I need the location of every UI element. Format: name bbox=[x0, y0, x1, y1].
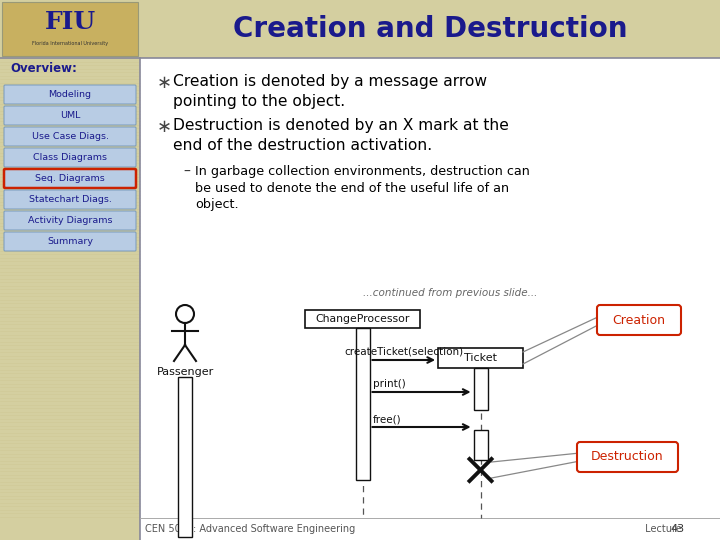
Text: Creation and Destruction: Creation and Destruction bbox=[233, 15, 627, 43]
FancyBboxPatch shape bbox=[4, 127, 136, 146]
Text: Destruction: Destruction bbox=[591, 450, 664, 463]
FancyBboxPatch shape bbox=[577, 442, 678, 472]
Bar bbox=[474, 368, 487, 410]
FancyBboxPatch shape bbox=[4, 106, 136, 125]
Text: Creation: Creation bbox=[613, 314, 665, 327]
FancyBboxPatch shape bbox=[4, 211, 136, 230]
Text: Ticket: Ticket bbox=[464, 353, 497, 363]
Text: Florida International University: Florida International University bbox=[32, 41, 108, 46]
FancyBboxPatch shape bbox=[4, 190, 136, 209]
Text: ...continued from previous slide...: ...continued from previous slide... bbox=[363, 288, 537, 298]
Text: FIU: FIU bbox=[45, 10, 96, 34]
FancyBboxPatch shape bbox=[4, 232, 136, 251]
Text: CEN 5011: Advanced Software Engineering: CEN 5011: Advanced Software Engineering bbox=[145, 524, 355, 534]
FancyBboxPatch shape bbox=[4, 169, 136, 188]
Text: Modeling: Modeling bbox=[48, 90, 91, 99]
Bar bbox=[140, 58, 720, 518]
Text: ∗: ∗ bbox=[157, 118, 172, 136]
Text: ∗: ∗ bbox=[157, 74, 172, 92]
Text: Class Diagrams: Class Diagrams bbox=[33, 153, 107, 162]
Bar bbox=[2, 2, 138, 56]
Text: Activity Diagrams: Activity Diagrams bbox=[28, 216, 112, 225]
Bar bbox=[438, 348, 523, 368]
Bar bbox=[474, 430, 487, 460]
Bar bbox=[140, 518, 720, 540]
Text: Passenger: Passenger bbox=[156, 367, 214, 377]
Text: createTicket(selection): createTicket(selection) bbox=[344, 347, 463, 357]
Text: print(): print() bbox=[372, 379, 405, 389]
Text: Overview:: Overview: bbox=[10, 62, 77, 75]
Text: Destruction is denoted by an X mark at the
end of the destruction activation.: Destruction is denoted by an X mark at t… bbox=[173, 118, 509, 153]
Text: 43: 43 bbox=[671, 524, 685, 534]
FancyBboxPatch shape bbox=[4, 85, 136, 104]
FancyBboxPatch shape bbox=[597, 305, 681, 335]
Text: free(): free() bbox=[372, 414, 401, 424]
Text: ChangeProcessor: ChangeProcessor bbox=[315, 314, 410, 324]
Text: Use Case Diags.: Use Case Diags. bbox=[32, 132, 109, 141]
Text: UML: UML bbox=[60, 111, 80, 120]
FancyBboxPatch shape bbox=[4, 148, 136, 167]
Bar bbox=[305, 310, 420, 328]
Text: –: – bbox=[183, 165, 190, 179]
Text: In garbage collection environments, destruction can
be used to denote the end of: In garbage collection environments, dest… bbox=[195, 165, 530, 211]
Bar bbox=[356, 328, 369, 480]
Bar bbox=[178, 377, 192, 537]
Text: Summary: Summary bbox=[47, 237, 93, 246]
Text: Statechart Diags.: Statechart Diags. bbox=[29, 195, 112, 204]
Text: Creation is denoted by a message arrow
pointing to the object.: Creation is denoted by a message arrow p… bbox=[173, 74, 487, 110]
Text: Lecture: Lecture bbox=[642, 524, 682, 534]
Text: Seq. Diagrams: Seq. Diagrams bbox=[35, 174, 105, 183]
